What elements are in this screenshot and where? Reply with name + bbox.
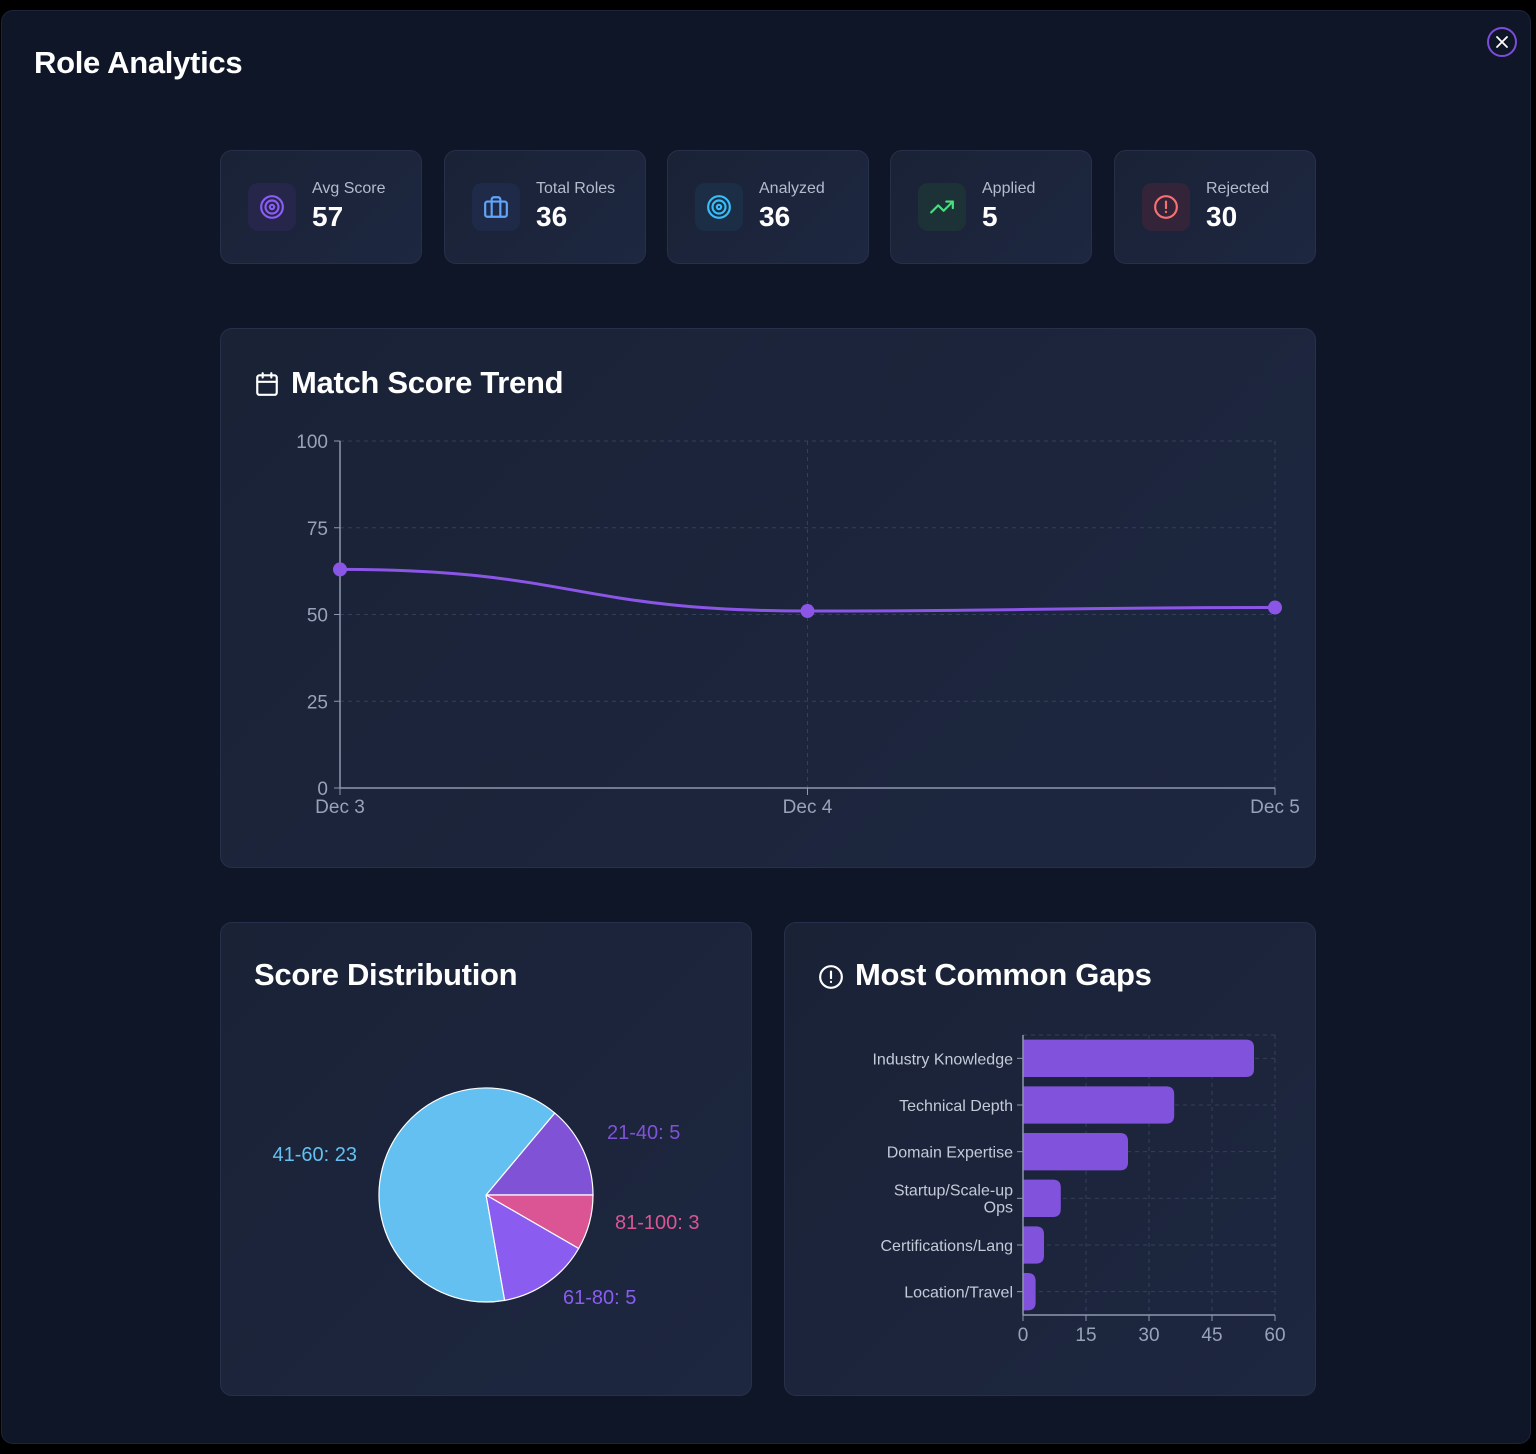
pie-label: 41-60: 23: [272, 1144, 357, 1166]
x-tick-label: 0: [1018, 1325, 1029, 1346]
y-tick-label: Startup/Scale-up: [894, 1182, 1013, 1199]
y-tick-label: Technical Depth: [899, 1098, 1013, 1115]
stat-value: 5: [982, 201, 998, 232]
stat-label: Applied: [982, 180, 1036, 197]
pie-label: 61-80: 5: [563, 1287, 636, 1309]
stat-icon-wrap: [1142, 183, 1190, 231]
stat-icon-wrap: [472, 183, 520, 231]
x-tick-label: 60: [1264, 1325, 1285, 1346]
close-icon: [1496, 36, 1508, 48]
alert-circle-icon: [1154, 195, 1178, 219]
stat-card-total-roles: Total Roles 36: [444, 150, 646, 264]
y-tick-label: Location/Travel: [904, 1285, 1013, 1302]
stat-value: 30: [1206, 201, 1238, 232]
x-tick-label: 45: [1201, 1325, 1222, 1346]
stat-card-rejected: Rejected 30: [1114, 150, 1316, 264]
gap-bar: [1023, 1039, 1254, 1077]
stat-card-applied: Applied 5: [890, 150, 1092, 264]
calendar-icon: [256, 372, 278, 396]
y-tick-label: Industry Knowledge: [872, 1051, 1013, 1068]
stat-label: Total Roles: [536, 180, 616, 197]
stat-label: Avg Score: [312, 180, 386, 197]
target-icon: [707, 195, 731, 219]
stat-icon-wrap: [248, 183, 296, 231]
stat-value: 57: [312, 201, 344, 232]
stat-value: 36: [759, 201, 791, 232]
pie-label: 81-100: 3: [615, 1212, 700, 1234]
distribution-title: Score Distribution: [254, 957, 518, 992]
pie-slice: [378, 1087, 556, 1303]
gap-bar: [1023, 1133, 1128, 1171]
gap-bar: [1023, 1273, 1036, 1311]
x-tick-label: 15: [1075, 1325, 1096, 1346]
pie-label: 21-40: 5: [607, 1122, 680, 1144]
gaps-card: Most Common Gaps: [784, 922, 1316, 1396]
stat-label: Analyzed: [759, 180, 825, 197]
y-tick-label: Ops: [984, 1199, 1013, 1216]
trend-title: Match Score Trend: [291, 365, 564, 400]
stat-icon-wrap: [695, 183, 743, 231]
y-tick-label: Domain Expertise: [887, 1145, 1013, 1162]
stat-card-avg-score: Avg Score 57: [220, 150, 422, 264]
close-button[interactable]: [1487, 27, 1517, 57]
gap-bar: [1023, 1179, 1061, 1217]
pie-slice: [484, 1112, 594, 1196]
gaps-title: Most Common Gaps: [855, 957, 1152, 992]
modal-title: Role Analytics: [34, 45, 243, 80]
briefcase-icon: [484, 196, 508, 218]
stat-label: Rejected: [1206, 180, 1270, 197]
stat-card-analyzed: Analyzed 36: [667, 150, 869, 264]
pie-slice: [485, 1193, 580, 1302]
gap-bar: [1023, 1226, 1044, 1264]
stat-value: 36: [536, 201, 568, 232]
x-tick-label: 30: [1138, 1325, 1159, 1346]
stat-icon-wrap: [918, 183, 966, 231]
gap-bar: [1023, 1086, 1175, 1124]
trending-up-icon: [930, 200, 954, 214]
target-icon: [260, 195, 284, 219]
alert-circle-icon: [819, 965, 843, 989]
y-tick-label: Certifications/Lang: [880, 1238, 1013, 1255]
